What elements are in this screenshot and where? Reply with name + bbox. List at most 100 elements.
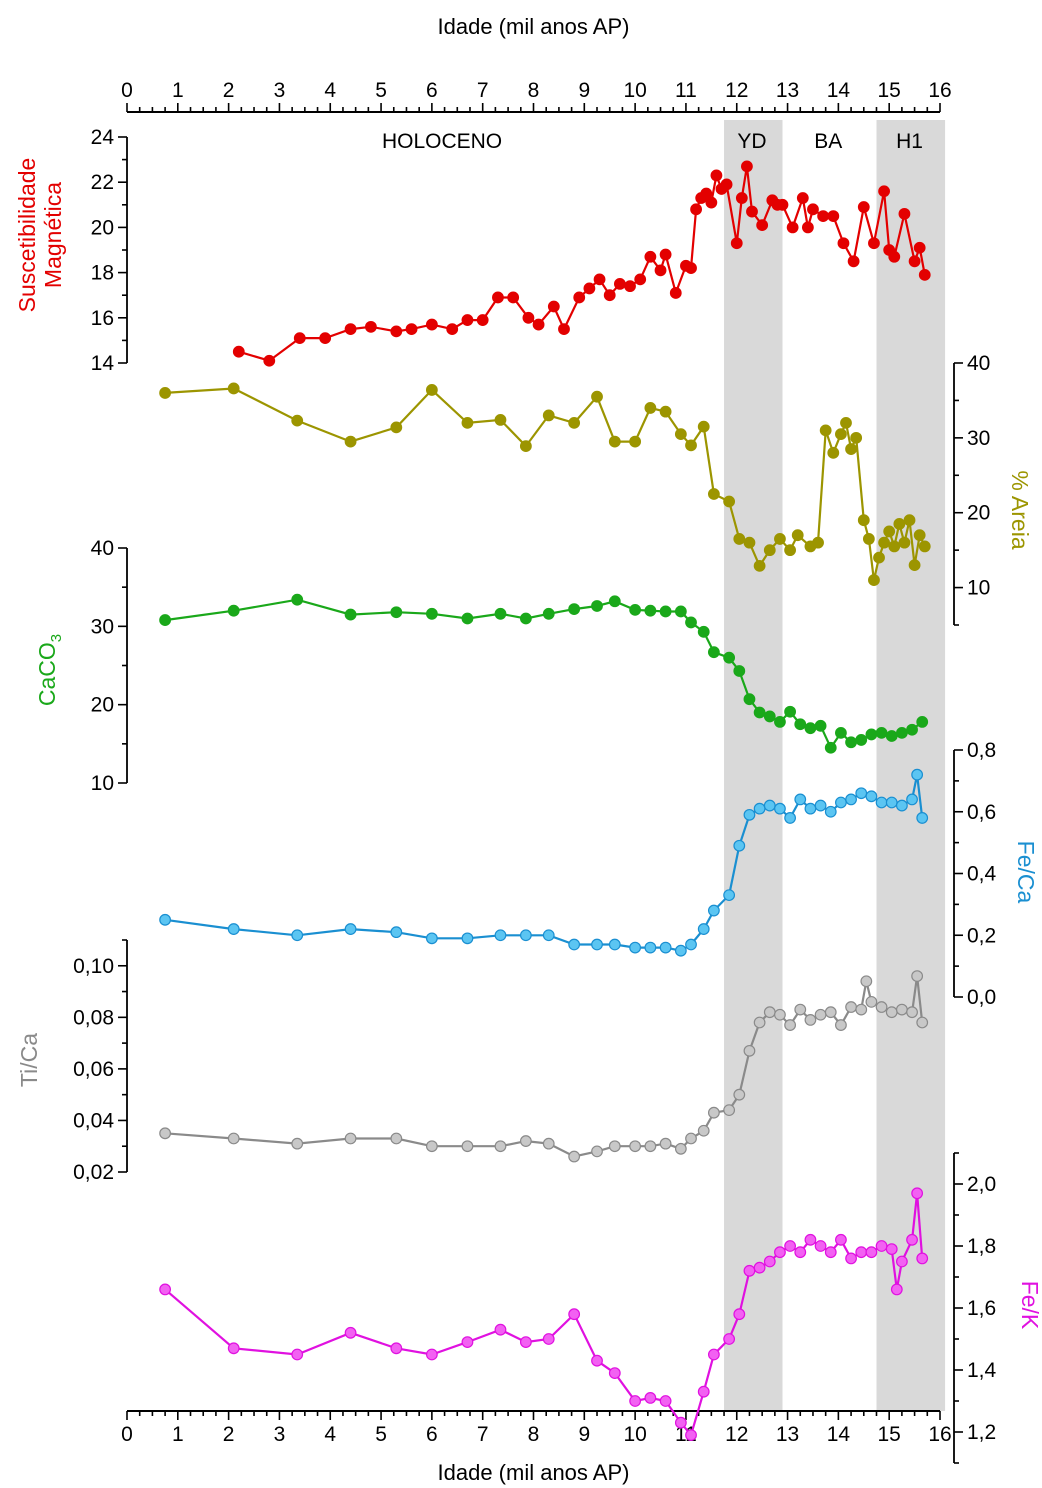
data-point xyxy=(344,608,357,621)
data-point xyxy=(492,291,504,304)
data-point xyxy=(669,287,682,299)
data-point xyxy=(494,1140,507,1153)
data-point xyxy=(883,525,896,538)
data-point xyxy=(494,607,507,620)
data-point xyxy=(723,651,736,664)
data-point xyxy=(291,1348,304,1361)
data-point xyxy=(916,1016,929,1029)
data-point xyxy=(753,706,766,719)
data-point xyxy=(875,726,888,739)
data-point xyxy=(733,665,746,677)
x-tick-label-top: 0 xyxy=(121,79,133,102)
x-tick-label-bottom: 12 xyxy=(725,1423,748,1446)
data-point xyxy=(390,1342,403,1355)
data-point xyxy=(774,533,786,545)
data-point xyxy=(720,178,733,191)
y-tick-label: 0,02 xyxy=(73,1161,114,1184)
data-point xyxy=(824,805,837,818)
data-point xyxy=(690,203,702,216)
data-point xyxy=(845,1252,857,1265)
data-point xyxy=(786,221,799,234)
shaded-intervals xyxy=(724,120,946,1411)
data-point xyxy=(659,1137,672,1150)
data-point xyxy=(733,839,746,852)
data-point xyxy=(624,280,636,293)
data-point xyxy=(319,332,332,345)
data-point xyxy=(425,932,438,945)
data-point xyxy=(878,536,891,549)
x-tick-label-top: 16 xyxy=(928,79,951,102)
data-point xyxy=(911,768,924,781)
data-point xyxy=(888,540,901,553)
data-point xyxy=(710,169,723,182)
data-point xyxy=(659,1395,672,1407)
x-tick-label-top: 4 xyxy=(324,79,336,102)
data-point xyxy=(895,726,908,739)
data-point xyxy=(519,1336,532,1348)
data-point xyxy=(763,1255,776,1268)
data-point xyxy=(608,1140,621,1153)
y-tick-label: 18 xyxy=(91,262,114,285)
data-point xyxy=(542,1137,555,1150)
data-point xyxy=(159,387,172,399)
data-point xyxy=(707,904,720,917)
data-point xyxy=(461,1140,474,1153)
y-tick-label: 22 xyxy=(91,171,114,194)
data-point xyxy=(824,741,837,754)
data-point xyxy=(591,390,603,403)
series-3: 0,0 0,2 0,4 0,6 0,8 Fe/Ca xyxy=(159,739,1039,1009)
data-point xyxy=(743,808,756,821)
data-point xyxy=(730,237,743,250)
y-tick-label: 1,6 xyxy=(967,1297,996,1320)
data-point xyxy=(733,533,746,545)
data-point xyxy=(784,812,797,824)
data-point xyxy=(885,1243,898,1255)
data-point xyxy=(591,1145,603,1158)
x-tick-label-top: 12 xyxy=(725,79,748,102)
x-tick-label-top: 14 xyxy=(827,79,851,102)
data-point xyxy=(763,1006,776,1019)
series-line xyxy=(165,975,924,1158)
data-point xyxy=(885,1006,898,1019)
series-2: 10 20 30 40 CaCO3 xyxy=(34,537,929,795)
data-point xyxy=(659,941,672,954)
data-point xyxy=(868,237,880,250)
data-point xyxy=(603,289,616,302)
data-point xyxy=(918,540,931,553)
data-point xyxy=(405,323,418,336)
y-tick-label: 20 xyxy=(91,694,114,717)
data-point xyxy=(791,529,804,542)
data-point xyxy=(743,536,756,549)
data-point xyxy=(794,793,807,806)
data-point xyxy=(845,1001,857,1013)
data-point xyxy=(743,1044,756,1057)
data-point xyxy=(794,718,807,731)
data-point xyxy=(674,605,687,618)
y-tick-label: 0,08 xyxy=(73,1006,114,1029)
data-point xyxy=(644,250,657,263)
x-tick-label-top: 15 xyxy=(878,79,901,102)
data-point xyxy=(804,1014,817,1026)
data-point xyxy=(659,605,672,618)
data-point xyxy=(390,606,403,619)
data-point xyxy=(263,354,276,367)
data-point xyxy=(723,495,736,508)
data-point xyxy=(875,1240,888,1252)
data-point xyxy=(857,201,870,213)
data-point xyxy=(774,716,786,728)
data-point xyxy=(674,428,687,441)
data-point xyxy=(774,1246,786,1259)
data-point xyxy=(425,1140,438,1153)
data-point xyxy=(895,799,908,812)
x-tick-label-bottom: 10 xyxy=(623,1423,646,1446)
x-tick-label-bottom: 9 xyxy=(578,1423,590,1446)
series-title: Fe/K xyxy=(1017,1281,1042,1330)
data-point xyxy=(227,604,240,617)
series-title: SuscetibilidadeMagnética xyxy=(14,158,66,313)
data-point xyxy=(291,593,304,606)
data-point xyxy=(461,932,474,945)
x-tick-label-top: 3 xyxy=(274,79,286,102)
y-tick-label: 0,4 xyxy=(967,863,997,886)
